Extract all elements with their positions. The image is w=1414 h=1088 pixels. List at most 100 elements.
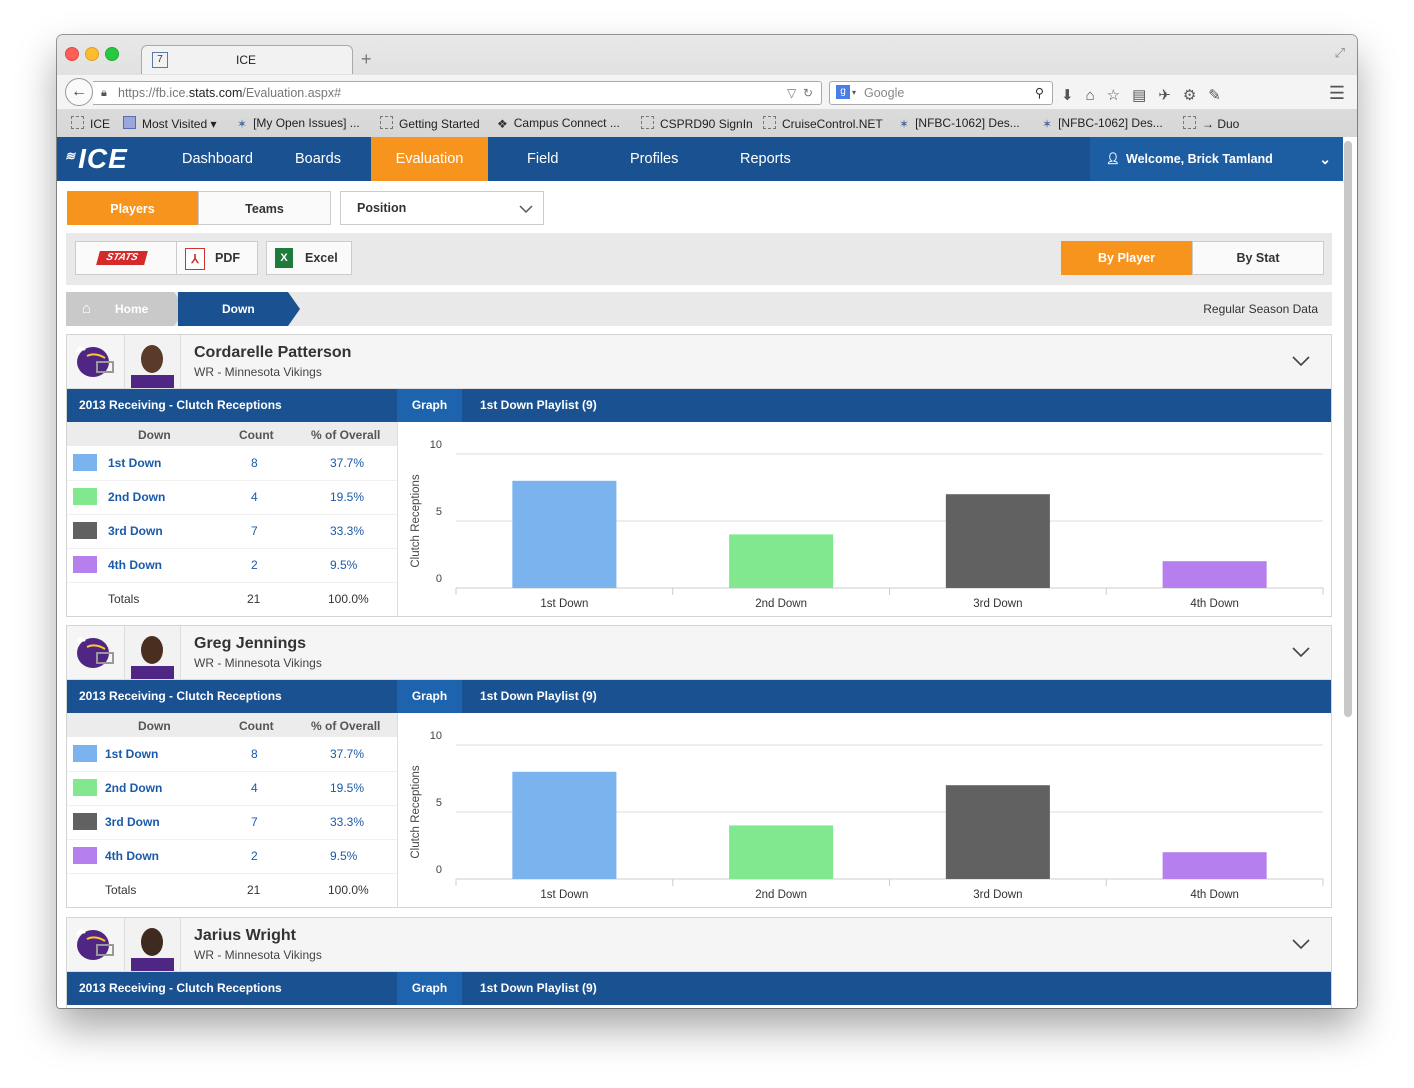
row-pct[interactable]: 9.5% — [330, 558, 358, 572]
row-pct[interactable]: 33.3% — [330, 815, 365, 829]
back-button[interactable]: ← — [65, 78, 93, 106]
player-name: Cordarelle Patterson — [194, 344, 352, 361]
nav-evaluation[interactable]: Evaluation — [371, 137, 488, 181]
row-down-link[interactable]: 3rd Down — [108, 524, 163, 538]
ice-logo[interactable]: ≋ICE — [65, 143, 128, 174]
breadcrumb-home[interactable]: ⌂ Home — [66, 292, 174, 326]
bookmark-item[interactable]: Getting Started — [380, 116, 480, 131]
bookmark-item[interactable]: ✶ [NFBC-1062] Des... — [899, 116, 1020, 131]
bookmark-item[interactable]: ✶ [My Open Issues] ... — [237, 116, 360, 131]
nav-reports[interactable]: Reports — [740, 151, 791, 167]
tab-favicon-icon: 7 — [152, 52, 168, 68]
row-count[interactable]: 8 — [251, 456, 258, 470]
breadcrumb-current[interactable]: Down — [178, 292, 288, 326]
nav-dashboard[interactable]: Dashboard — [182, 151, 253, 167]
season-note: Regular Season Data — [1203, 302, 1318, 316]
bookmark-item[interactable]: → Duo — [1183, 116, 1239, 131]
bookmark-item[interactable]: ✶ [NFBC-1062] Des... — [1042, 116, 1163, 131]
row-down-link[interactable]: 4th Down — [105, 849, 159, 863]
zoom-window-button[interactable] — [105, 47, 119, 61]
players-toggle[interactable]: Players — [67, 191, 198, 225]
row-pct[interactable]: 19.5% — [330, 781, 365, 795]
toolbar-icons[interactable]: ⬇⌂☆▤✈⚙✎ — [1061, 87, 1233, 104]
row-count[interactable]: 4 — [251, 490, 258, 504]
row-pct[interactable]: 37.7% — [330, 456, 365, 470]
tab-graph[interactable]: Graph — [397, 389, 462, 422]
swatch-2nd-down — [73, 488, 97, 505]
user-menu[interactable]: 👤︎ Welcome, Brick Tamland ⌄ — [1090, 137, 1343, 181]
bookmark-item[interactable]: ❖ Campus Connect ... — [497, 116, 620, 131]
row-count[interactable]: 7 — [251, 815, 258, 829]
swatch-4th-down — [73, 847, 97, 864]
table-row: 3rd Down 7 33.3% — [67, 514, 397, 549]
row-pct[interactable]: 33.3% — [330, 524, 365, 538]
pdf-label: PDF — [215, 251, 240, 265]
row-pct[interactable]: 19.5% — [330, 490, 365, 504]
scrollbar[interactable] — [1344, 141, 1352, 717]
expand-chevron-icon[interactable] — [1291, 351, 1311, 371]
nav-profiles[interactable]: Profiles — [630, 151, 679, 167]
position-select[interactable]: Position — [340, 191, 544, 225]
row-down-link[interactable]: 1st Down — [105, 747, 159, 761]
swatch-1st-down — [73, 745, 97, 762]
expand-chevron-icon[interactable] — [1291, 642, 1311, 662]
player-header[interactable]: Jarius Wright WR - Minnesota Vikings — [67, 918, 1331, 972]
fullscreen-icon[interactable]: ⤢ — [1334, 45, 1345, 60]
close-window-button[interactable] — [65, 47, 79, 61]
bookmark-item[interactable]: ICE — [71, 116, 110, 131]
address-bar[interactable]: 🔒︎ https://fb.ice.stats.com/Evaluation.a… — [93, 81, 822, 105]
row-count[interactable]: 8 — [251, 747, 258, 761]
expand-chevron-icon[interactable] — [1291, 934, 1311, 954]
excel-label: Excel — [305, 251, 338, 265]
tab-playlist[interactable]: 1st Down Playlist (9) — [480, 689, 597, 703]
by-stat-toggle[interactable]: By Stat — [1192, 241, 1324, 275]
new-tab-button[interactable]: + — [361, 49, 372, 69]
engine-dropdown-icon[interactable]: ▾ — [852, 88, 857, 97]
nav-field[interactable]: Field — [527, 151, 559, 167]
row-down-link[interactable]: 2nd Down — [105, 781, 163, 795]
page-icon — [380, 116, 393, 129]
bookmark-item[interactable]: CSPRD90 SignIn — [641, 116, 753, 131]
reload-icon[interactable]: ▽ ↻ — [787, 86, 813, 100]
tab-graph[interactable]: Graph — [397, 972, 462, 1005]
browser-tab[interactable]: 7 ICE — [141, 45, 353, 74]
pdf-export-button[interactable]: ⅄ PDF — [176, 241, 258, 275]
bookmark-item[interactable]: Most Visited ▾ — [123, 116, 217, 131]
row-count[interactable]: 7 — [251, 524, 258, 538]
row-count[interactable]: 4 — [251, 781, 258, 795]
teams-toggle[interactable]: Teams — [198, 191, 331, 225]
breadcrumb-home-label: Home — [115, 302, 149, 316]
tab-playlist[interactable]: 1st Down Playlist (9) — [480, 981, 597, 995]
row-count[interactable]: 2 — [251, 849, 258, 863]
player-card: Cordarelle Patterson WR - Minnesota Viki… — [66, 334, 1332, 617]
minimize-window-button[interactable] — [85, 47, 99, 61]
x-tick-label: 2nd Down — [755, 889, 807, 901]
page-content: ≋ICE Dashboard Boards Evaluation Field P… — [57, 137, 1357, 1008]
row-down-link[interactable]: 2nd Down — [108, 490, 166, 504]
search-icon[interactable]: ⚲ — [1034, 86, 1044, 100]
row-down-link[interactable]: 3rd Down — [105, 815, 160, 829]
url-text: https://fb.ice.stats.com/Evaluation.aspx… — [118, 86, 342, 100]
row-down-link[interactable]: 4th Down — [108, 558, 162, 572]
bookmark-item[interactable]: CruiseControl.NET — [763, 116, 883, 131]
player-header[interactable]: Greg Jennings WR - Minnesota Vikings — [67, 626, 1331, 680]
player-card: Greg Jennings WR - Minnesota Vikings 201… — [66, 625, 1332, 908]
by-player-toggle[interactable]: By Player — [1061, 241, 1192, 275]
section-title: 2013 Receiving - Clutch Receptions — [79, 981, 282, 995]
row-pct[interactable]: 9.5% — [330, 849, 358, 863]
excel-export-button[interactable]: X Excel — [266, 241, 352, 275]
search-box[interactable]: g ▾ Google ⚲ — [829, 81, 1053, 105]
x-tick-label: 4th Down — [1190, 598, 1239, 610]
row-count[interactable]: 2 — [251, 558, 258, 572]
row-down-link[interactable]: 1st Down — [108, 456, 162, 470]
nav-boards[interactable]: Boards — [295, 151, 341, 167]
tab-playlist[interactable]: 1st Down Playlist (9) — [480, 398, 597, 412]
row-pct[interactable]: 37.7% — [330, 747, 365, 761]
player-header[interactable]: Cordarelle Patterson WR - Minnesota Viki… — [67, 335, 1331, 389]
y-axis-label: Clutch Receptions — [410, 765, 422, 859]
browser-window: 7 ICE + ⤢ ← 🔒︎ https://fb.ice.stats.com/… — [57, 35, 1357, 1008]
tab-graph[interactable]: Graph — [397, 680, 462, 713]
menu-icon[interactable]: ☰ — [1328, 83, 1345, 103]
table-row: 1st Down 8 37.7% — [67, 737, 397, 772]
stats-export-button[interactable]: STATS — [75, 241, 196, 275]
